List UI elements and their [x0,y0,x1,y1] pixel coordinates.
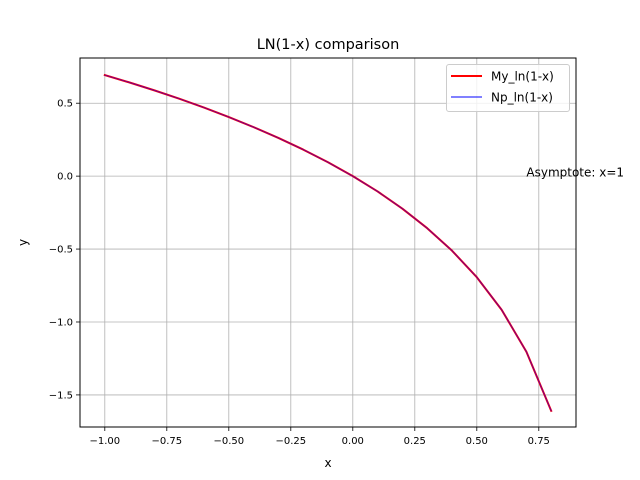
annotation-text: Asymptote: x=1 [526,166,624,180]
x-tick-label: 0.00 [342,436,364,447]
y-tick-label: −1.0 [49,317,73,328]
legend-label-2: Np_ln(1-x) [491,91,553,105]
x-axis-label: x [324,456,331,470]
x-tick-label: 0.50 [466,436,488,447]
series-line-2 [104,74,552,412]
x-tick-label: −0.25 [275,436,306,447]
x-tick-label: 0.25 [404,436,426,447]
grid [80,58,576,427]
annotations: Asymptote: x=1 [526,166,624,180]
series-lines [103,73,553,413]
y-tick-label: −0.5 [49,245,73,256]
x-tick-label: −1.00 [89,436,120,447]
legend-label-1: My_ln(1-x) [491,70,554,84]
y-tick-label: 0.0 [57,172,73,183]
x-tick-label: −0.75 [151,436,182,447]
ticks: −1.00 −0.75 −0.50 −0.25 0.00 0.25 0.50 0.75 −1.5… [49,99,550,447]
chart-title: LN(1-x) comparison [257,37,400,53]
x-tick-label: −0.50 [213,436,244,447]
legend: My_ln(1-x) Np_ln(1-x) [446,64,570,112]
x-tick-label: 0.75 [528,436,550,447]
y-tick-label: −1.5 [49,390,73,401]
plot-frame [79,57,577,428]
y-tick-label: 0.5 [57,99,73,110]
y-axis-label: y [16,239,30,246]
